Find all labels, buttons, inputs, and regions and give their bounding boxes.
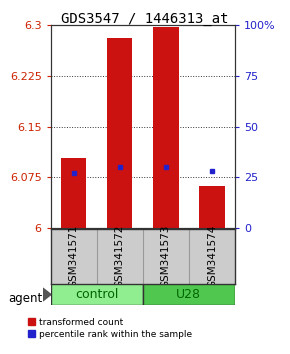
Text: GDS3547 / 1446313_at: GDS3547 / 1446313_at — [61, 12, 229, 27]
Text: GSM341571: GSM341571 — [69, 225, 79, 288]
Bar — [51, 284, 143, 305]
Text: control: control — [75, 288, 119, 301]
Bar — [61, 159, 86, 228]
Polygon shape — [43, 288, 51, 301]
Bar — [153, 27, 179, 228]
Text: GSM341573: GSM341573 — [161, 225, 171, 288]
Text: GSM341572: GSM341572 — [115, 225, 125, 288]
Text: GSM341574: GSM341574 — [207, 225, 217, 288]
Bar — [199, 185, 224, 228]
Bar — [143, 284, 235, 305]
Legend: transformed count, percentile rank within the sample: transformed count, percentile rank withi… — [28, 318, 193, 339]
Text: agent: agent — [9, 292, 43, 305]
Bar — [107, 38, 133, 228]
Text: U28: U28 — [176, 288, 201, 301]
